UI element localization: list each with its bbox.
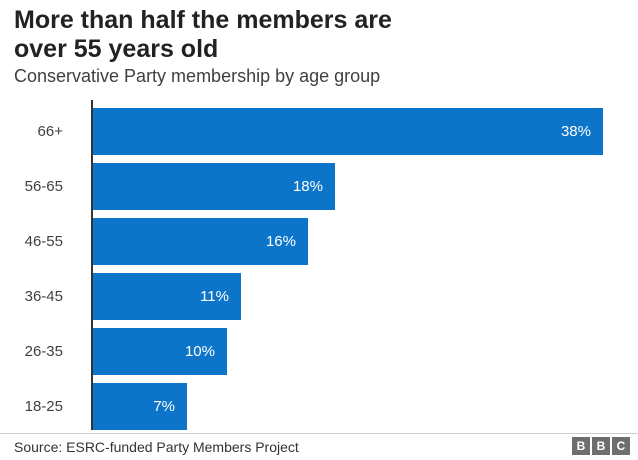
- bar-row-inner: 36-45 11%: [0, 273, 638, 320]
- chart-subtitle: Conservative Party membership by age gro…: [14, 66, 381, 86]
- category-label: 66+: [37, 123, 63, 140]
- bar-rows: 66+ 38% 56-65 18% 46-55 16% 36-45 11% 26-35 10% 18…: [0, 100, 638, 430]
- bar-value-label: 11%: [200, 288, 229, 305]
- category-label: 36-45: [24, 288, 63, 305]
- bar-value-label: 18%: [292, 178, 323, 195]
- category-label: 56-65: [24, 178, 63, 195]
- bbc-logo-block: C: [612, 437, 630, 455]
- bar-row-inner: 18-25 7%: [0, 383, 638, 430]
- bar-row: 56-65 18%: [0, 155, 638, 210]
- bar-value-label: 10%: [184, 343, 215, 360]
- title-line-2: over 55 years old: [14, 35, 219, 63]
- category-label: 18-25: [24, 398, 63, 415]
- bar-row-inner: 56-65 18%: [0, 163, 638, 210]
- y-axis-line: [91, 100, 93, 430]
- page-title: More than half the members are over 55 y…: [14, 6, 574, 64]
- bar-row: 66+ 38%: [0, 100, 638, 155]
- bar-chart: 66+ 38% 56-65 18% 46-55 16% 36-45 11% 26-35 10% 18…: [0, 100, 638, 430]
- bar-value-label: 38%: [560, 123, 591, 140]
- category-label: 46-55: [24, 233, 63, 250]
- bar: 7%: [93, 383, 187, 430]
- bar-row-inner: 46-55 16%: [0, 218, 638, 265]
- bar-row: 46-55 16%: [0, 210, 638, 265]
- footer-divider: [0, 433, 638, 434]
- title-line-1: More than half the members are: [14, 6, 392, 34]
- source-text: Source: ESRC-funded Party Members Projec…: [14, 439, 299, 455]
- bar: 11%: [93, 273, 241, 320]
- bar-value-label: 7%: [153, 398, 175, 415]
- bar-row-inner: 26-35 10%: [0, 328, 638, 375]
- bar: 16%: [93, 218, 308, 265]
- bbc-logo-block: B: [592, 437, 610, 455]
- bar-row: 18-25 7%: [0, 375, 638, 430]
- bar: 10%: [93, 328, 227, 375]
- bar-value-label: 16%: [265, 233, 296, 250]
- bbc-logo-block: B: [572, 437, 590, 455]
- category-label: 26-35: [24, 343, 63, 360]
- bar: 18%: [93, 163, 335, 210]
- bar-row-inner: 66+ 38%: [0, 108, 638, 155]
- bar-row: 26-35 10%: [0, 320, 638, 375]
- bar: 38%: [93, 108, 603, 155]
- bar-row: 36-45 11%: [0, 265, 638, 320]
